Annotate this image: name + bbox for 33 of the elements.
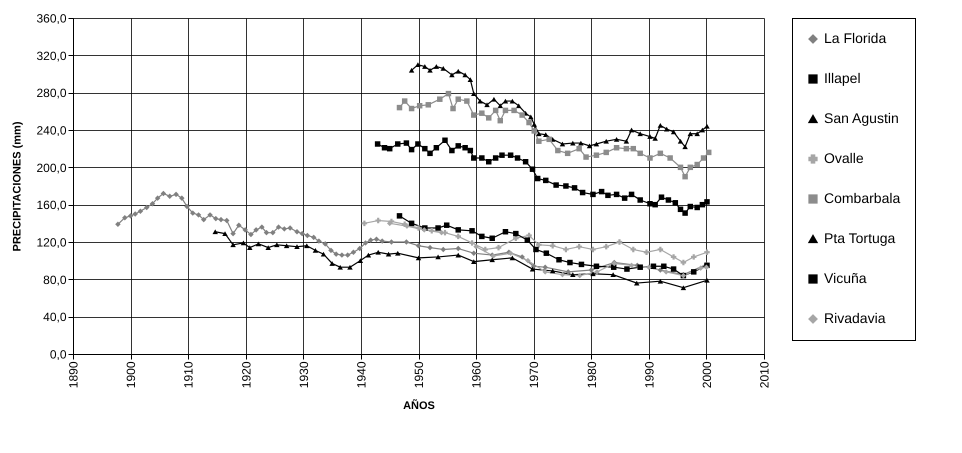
x-axis-title: AÑOS xyxy=(403,399,435,412)
x-tick-label: 1940 xyxy=(354,361,368,388)
y-tick-label: 0,0 xyxy=(50,348,67,362)
legend-label: Combarbala xyxy=(824,190,900,206)
y-tick-label: 120,0 xyxy=(36,236,67,250)
x-tick-label: 1980 xyxy=(584,361,599,388)
y-tick-label: 280,0 xyxy=(36,86,67,100)
x-tick-label: 1900 xyxy=(124,361,138,388)
legend-label: Vicuña xyxy=(824,270,867,286)
x-tick-label: 1890 xyxy=(66,361,80,388)
x-tick-label: 1970 xyxy=(527,361,542,388)
x-tick-label: 1960 xyxy=(470,361,484,388)
x-tick-label: 1930 xyxy=(296,361,311,388)
y-tick-label: 80,0 xyxy=(43,272,67,287)
x-tick-label: 2010 xyxy=(758,361,772,388)
y-axis-title: PRECIPITACIONES (mm) xyxy=(11,121,24,252)
legend-label: Rivadavia xyxy=(824,310,886,326)
x-tick-label: 1910 xyxy=(182,361,196,388)
x-tick-label: 1920 xyxy=(239,361,254,388)
y-tick-label: 320,0 xyxy=(36,48,67,63)
x-tick-label: 2000 xyxy=(700,361,714,388)
legend-label: Pta Tortuga xyxy=(824,230,896,246)
legend-label: La Florida xyxy=(824,30,886,46)
legend-label: Illapel xyxy=(824,70,861,86)
y-tick-label: 200,0 xyxy=(36,160,67,175)
y-tick-label: 40,0 xyxy=(43,310,67,324)
legend-label: San Agustin xyxy=(824,110,899,126)
legend-label: Ovalle xyxy=(824,150,864,166)
x-tick-label: 1990 xyxy=(642,361,656,388)
y-tick-label: 160,0 xyxy=(36,198,67,212)
y-tick-label: 360,0 xyxy=(36,12,67,26)
x-tick-label: 1950 xyxy=(412,361,426,388)
y-tick-label: 240,0 xyxy=(36,124,67,138)
